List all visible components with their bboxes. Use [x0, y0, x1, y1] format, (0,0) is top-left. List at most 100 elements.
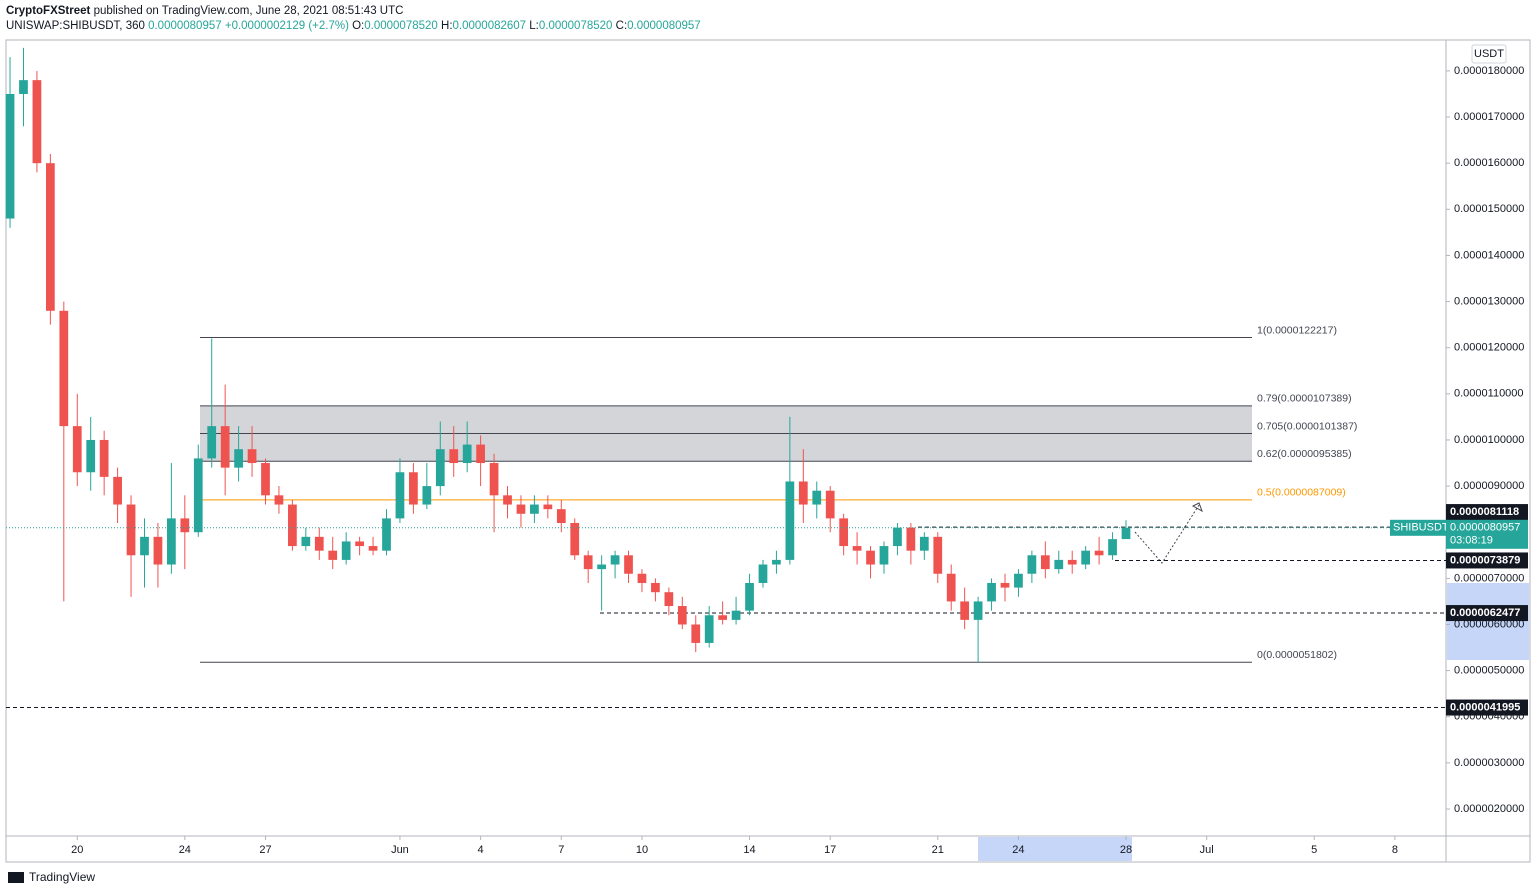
candle-body	[476, 444, 485, 464]
level-label: 0.0000081118	[1450, 506, 1519, 518]
candle-body	[1108, 539, 1117, 556]
price-range-highlight	[1447, 583, 1529, 660]
x-tick-label: Jul	[1200, 844, 1214, 856]
x-tick-label: 20	[71, 844, 83, 856]
y-tick-label: 0.0000140000	[1454, 249, 1524, 261]
candle-body	[664, 592, 674, 607]
change: +0.0000002129 (+2.7%)	[224, 20, 349, 32]
candle-body	[503, 495, 512, 505]
y-tick-label: 0.0000060000	[1454, 618, 1524, 630]
candle-body	[1067, 559, 1077, 565]
candle-body	[32, 80, 42, 164]
fib-label: 1(0.0000122217)	[1257, 324, 1337, 336]
candle-body	[328, 550, 338, 560]
candle-body	[637, 573, 647, 583]
x-tick-label: 21	[932, 844, 944, 856]
level-label-box	[1446, 552, 1528, 569]
h: 0.0000082607	[452, 20, 527, 32]
candle-body	[489, 463, 499, 496]
published: published on TradingView.com, June 28, 2…	[93, 5, 404, 17]
candle-body	[355, 541, 364, 547]
candle-body	[247, 449, 257, 464]
y-tick-label: 0.0000020000	[1454, 803, 1524, 815]
last-price-label: 0.0000080957	[1450, 522, 1520, 534]
currency: USDT	[1474, 48, 1504, 60]
candle-body	[59, 310, 69, 427]
candle-body	[126, 504, 136, 556]
level-label-box	[1446, 699, 1528, 716]
candle-body	[301, 536, 311, 547]
candle-body	[516, 504, 526, 514]
candle-body	[583, 555, 593, 570]
candle-body	[395, 472, 405, 519]
x-tick-label: 8	[1392, 844, 1398, 856]
candle-body	[288, 504, 297, 547]
candle-body	[422, 486, 432, 505]
countdown: 03:08:19	[1450, 535, 1493, 547]
logo	[8, 872, 24, 883]
header-line-2: UNISWAP:SHIBUSDT, 360 0.0000080957 +0.00…	[6, 19, 701, 34]
x-tick-label: 14	[743, 844, 755, 856]
candle-body	[987, 582, 996, 602]
level-label: 0.0000041995	[1450, 701, 1520, 713]
candle-body	[72, 426, 82, 473]
candle-body	[382, 518, 391, 551]
candle-body	[1094, 550, 1104, 556]
y-tick-label: 0.0000180000	[1454, 65, 1524, 77]
candle-body	[812, 490, 822, 505]
y-tick-label: 0.0000160000	[1454, 157, 1524, 169]
candle-body	[46, 163, 55, 311]
y-tick-label: 0.0000110000	[1454, 388, 1524, 400]
candle-body	[718, 615, 728, 620]
y-tick-label: 0.0000030000	[1454, 757, 1524, 769]
candle-body	[570, 522, 580, 556]
candle-body	[234, 449, 243, 468]
candle-body	[772, 559, 781, 565]
y-tick-label: 0.0000130000	[1454, 295, 1524, 307]
l-label: L:	[529, 20, 539, 32]
candle-body	[1121, 527, 1131, 540]
x-tick-label: Jun	[391, 844, 409, 856]
candle-body	[435, 449, 445, 487]
level-label-box	[1446, 605, 1528, 622]
arrow-head	[1191, 502, 1203, 513]
footer-text: TradingView	[29, 870, 95, 884]
candle-body	[207, 426, 217, 459]
candle-body	[220, 426, 230, 468]
o: 0.0000078520	[364, 20, 438, 32]
candle-body	[409, 472, 418, 505]
candle-body	[906, 527, 916, 551]
footer: TradingView	[8, 870, 95, 884]
candle-body	[368, 546, 378, 551]
candle-body	[99, 439, 109, 477]
candle-body	[946, 573, 956, 602]
c: 0.0000080957	[627, 20, 701, 32]
candle-body	[274, 495, 284, 505]
fib-label: 0.79(0.0000107389)	[1257, 393, 1352, 405]
h-label: H:	[441, 20, 453, 32]
y-tick-label: 0.0000100000	[1454, 434, 1524, 446]
candle-body	[140, 536, 149, 556]
candle-body	[919, 536, 929, 551]
l: 0.0000078520	[538, 20, 613, 32]
candle-body	[785, 481, 795, 560]
fib-label: 0.5(0.0000087009)	[1257, 487, 1346, 499]
header-line-1: CryptoFXStreet published on TradingView.…	[6, 4, 701, 19]
candle-body	[704, 615, 714, 643]
candle-body	[960, 601, 970, 620]
candle-body	[691, 624, 701, 643]
candle-body	[852, 546, 862, 551]
candle-body	[5, 93, 15, 219]
candle-body	[86, 439, 96, 473]
candle-body	[261, 463, 270, 496]
candle-body	[1054, 559, 1064, 570]
fib-label: 0(0.0000051802)	[1257, 649, 1337, 661]
candle-body	[462, 444, 472, 464]
candle-body	[610, 555, 620, 565]
candle-body	[314, 536, 324, 551]
candle-body	[798, 481, 808, 505]
y-tick-label: 0.0000150000	[1454, 203, 1524, 215]
last: 0.0000080957	[148, 20, 222, 32]
candle-body	[19, 80, 28, 94]
